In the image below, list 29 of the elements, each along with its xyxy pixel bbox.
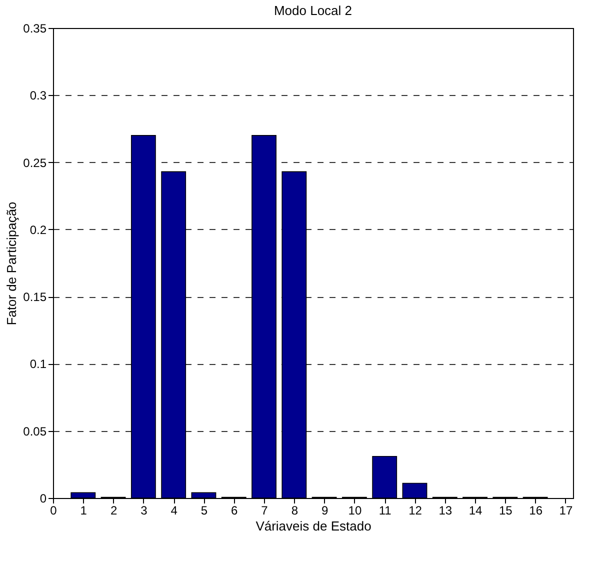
- y-tick-label: 0: [40, 492, 47, 506]
- x-tick-label: 0: [50, 504, 58, 518]
- y-tick-label: 0.15: [23, 290, 47, 304]
- chart-title: Modo Local 2: [274, 3, 352, 18]
- x-tick-label: 14: [468, 504, 483, 518]
- x-tick-label: 9: [321, 504, 328, 518]
- x-tick-label: 2: [110, 504, 118, 518]
- x-tick-label: 10: [348, 504, 362, 518]
- y-tick-label: 0.05: [23, 424, 47, 438]
- x-tick-label: 8: [291, 504, 298, 518]
- y-tick-label: 0.1: [30, 357, 47, 372]
- x-tick-label: 6: [231, 504, 238, 518]
- y-tick-label: 0.35: [23, 22, 47, 36]
- y-tick-label: 0.2: [30, 222, 47, 237]
- x-tick-label: 15: [498, 504, 513, 518]
- x-tick-label: 1: [80, 504, 88, 518]
- x-tick-label: 17: [559, 504, 573, 518]
- x-tick-label: 13: [438, 504, 452, 518]
- x-tick-label: 3: [140, 504, 148, 518]
- x-tick-label: 12: [408, 504, 422, 518]
- x-tick-label: 16: [529, 504, 543, 518]
- y-tick-label: 0.25: [23, 156, 47, 170]
- y-axis-title: Fator de Participação: [4, 202, 20, 326]
- y-tick-label: 0.3: [30, 88, 47, 103]
- x-axis-title: Váriaveis de Estado: [256, 518, 372, 534]
- x-tick-label: 7: [261, 504, 268, 518]
- x-tick-label: 5: [200, 504, 208, 518]
- x-tick-label: 11: [378, 504, 392, 518]
- x-tick-label: 4: [170, 504, 178, 518]
